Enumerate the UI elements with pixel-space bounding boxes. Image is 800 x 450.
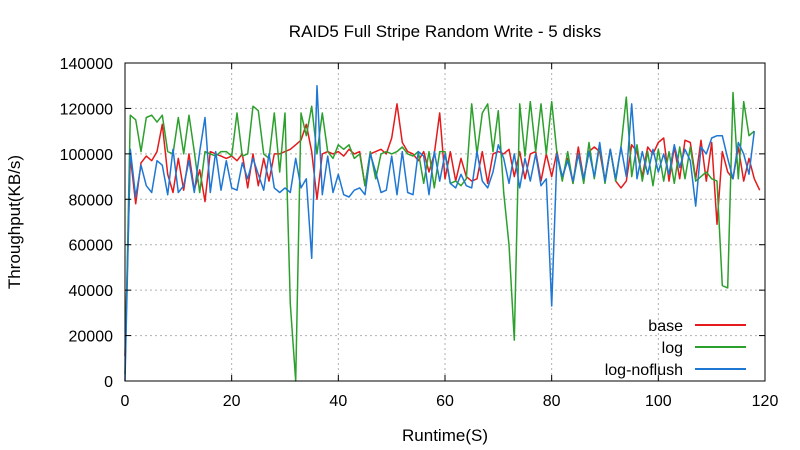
x-tick-label: 120 (752, 393, 779, 410)
series-line-log-noflush (124, 84, 756, 382)
y-tick-label: 100000 (60, 147, 113, 164)
chart-title: RAID5 Full Stripe Random Write - 5 disks (289, 22, 601, 41)
y-tick-label: 20000 (69, 329, 114, 346)
y-tick-label: 80000 (69, 192, 114, 209)
x-axis-label: Runtime(S) (402, 426, 488, 445)
legend-label-log: log (662, 340, 683, 357)
x-tick-label: 20 (223, 393, 241, 410)
x-tick-label: 60 (436, 393, 454, 410)
y-tick-label: 0 (104, 374, 113, 391)
x-tick-label: 0 (121, 393, 130, 410)
series-layer (124, 84, 761, 382)
legend-label-base: base (648, 318, 683, 335)
y-axis-label: Throughput(KB/s) (5, 155, 24, 289)
y-tick-label: 140000 (60, 56, 113, 73)
y-tick-label: 60000 (69, 238, 114, 255)
x-tick-label: 80 (543, 393, 561, 410)
y-tick-label: 120000 (60, 101, 113, 118)
x-tick-label: 40 (329, 393, 347, 410)
y-tick-label: 40000 (69, 283, 114, 300)
axis-ticks: 0 20 40 60 80 100 120 0 20000 40000 60000 80000 1000… (60, 56, 779, 410)
legend: base log log-noflush (605, 318, 746, 379)
x-tick-label: 100 (645, 393, 672, 410)
legend-label-log-noflush: log-noflush (605, 362, 683, 379)
